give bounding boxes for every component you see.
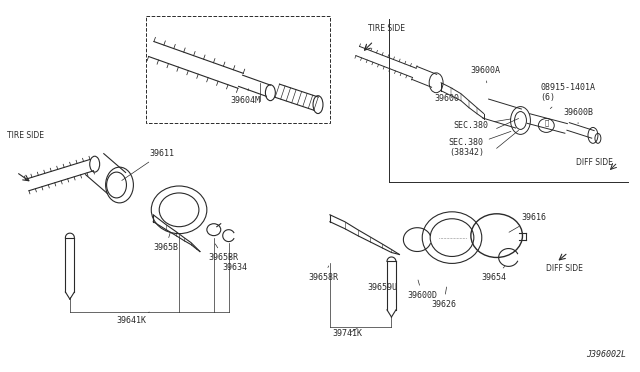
Text: 39659U: 39659U xyxy=(367,277,397,292)
Text: 39611: 39611 xyxy=(122,149,174,180)
Text: J396002L: J396002L xyxy=(586,350,626,359)
Text: 39654: 39654 xyxy=(482,266,507,282)
Text: 39741K: 39741K xyxy=(333,328,363,339)
Text: 39604M: 39604M xyxy=(230,89,260,105)
Text: 39641K: 39641K xyxy=(116,312,149,326)
Text: 08915-1401A
(6): 08915-1401A (6) xyxy=(540,83,595,109)
Text: 3965BR: 3965BR xyxy=(209,244,239,262)
Text: 39626: 39626 xyxy=(431,287,456,309)
Text: TIRE SIDE: TIRE SIDE xyxy=(7,131,44,140)
Text: 39634: 39634 xyxy=(223,256,248,272)
Text: 39600B: 39600B xyxy=(563,108,593,124)
Text: TIRE SIDE: TIRE SIDE xyxy=(367,24,404,33)
Text: DIFF SIDE: DIFF SIDE xyxy=(547,264,583,273)
Text: 39600D: 39600D xyxy=(407,280,437,300)
Text: SEC.380: SEC.380 xyxy=(454,119,511,130)
Text: 3965B: 3965B xyxy=(153,232,179,252)
Bar xyxy=(147,16,330,124)
Text: SEC.380
(38342): SEC.380 (38342) xyxy=(449,131,511,157)
Text: 39616: 39616 xyxy=(509,213,547,232)
Text: 39600A: 39600A xyxy=(471,66,501,83)
Text: DIFF SIDE: DIFF SIDE xyxy=(576,158,613,167)
Text: Ⓣ: Ⓣ xyxy=(544,119,548,126)
Text: 39600: 39600 xyxy=(434,88,459,103)
Text: 39658R: 39658R xyxy=(308,266,338,282)
